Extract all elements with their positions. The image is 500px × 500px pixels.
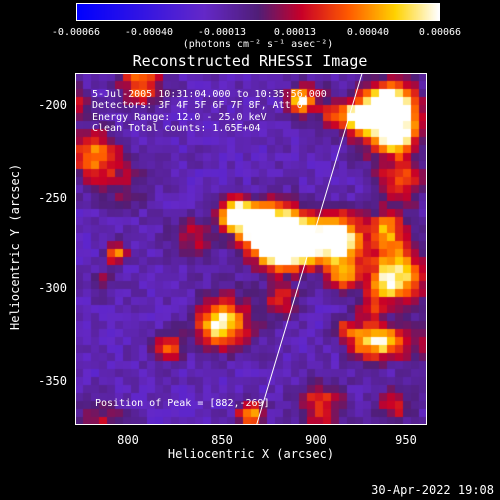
generation-timestamp: 30-Apr-2022 19:08 (371, 483, 494, 497)
y-axis-label-wrap: Heliocentric Y (arcsec) (8, 164, 174, 344)
x-tick-label: 850 (211, 433, 233, 447)
clean-counts-annotation: Clean Total counts: 1.65E+04 (92, 123, 261, 134)
y-tick-label: -200 (38, 98, 67, 112)
colorbar-tick-label: 0.00066 (418, 27, 462, 38)
limb-line-layer (256, 73, 363, 425)
x-tick-label: 900 (305, 433, 327, 447)
y-tick-label: -300 (38, 281, 67, 295)
y-axis-label: Heliocentric Y (arcsec) (8, 163, 22, 330)
rhessi-heatmap (75, 73, 427, 425)
colorbar-tick-label: -0.00013 (197, 27, 247, 38)
x-axis-label: Heliocentric X (arcsec) (167, 447, 335, 461)
solar-limb-line (256, 73, 363, 425)
peak-position-annotation: Position of Peak = [882,-269] (95, 398, 270, 409)
colorbar-tick-label: -0.00040 (124, 27, 174, 38)
y-tick-label: -250 (38, 191, 67, 205)
colorbar (76, 3, 440, 21)
colorbar-tick-label: 0.00040 (346, 27, 390, 38)
energy-range-annotation: Energy Range: 12.0 - 25.0 keV (92, 112, 267, 123)
y-tick-label: -350 (38, 374, 67, 388)
detectors-annotation: Detectors: 3F 4F 5F 6F 7F 8F, Att 0 (92, 100, 303, 111)
x-tick-label: 800 (117, 433, 139, 447)
x-tick-label: 950 (395, 433, 417, 447)
chart-title: Reconstructed RHESSI Image (132, 52, 368, 70)
colorbar-tick-label: -0.00066 (51, 27, 101, 38)
colorbar-unit-label: (photons cm⁻² s⁻¹ asec⁻²) (182, 39, 334, 50)
time-range-annotation: 5-Jul-2005 10:31:04.000 to 10:35:56.000 (92, 89, 327, 100)
colorbar-tick-label: 0.00013 (273, 27, 317, 38)
